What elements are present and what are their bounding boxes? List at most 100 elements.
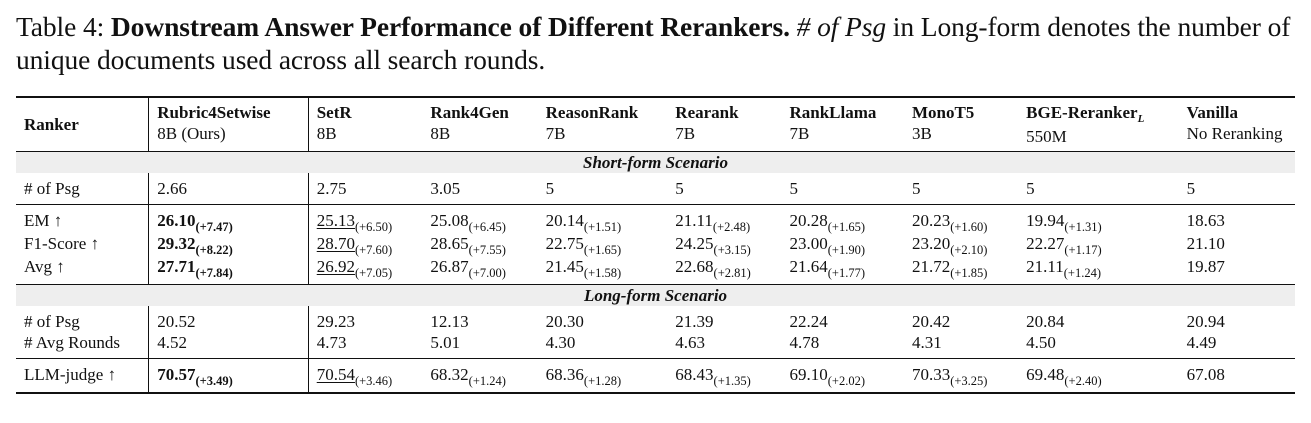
cell-value: 28.70 — [316, 234, 355, 253]
cell-delta: (+3.46) — [354, 374, 393, 388]
cell-value: 2.75 — [316, 179, 347, 198]
table-cell: 5 — [1018, 173, 1179, 205]
model-header: Vanilla No Reranking — [1178, 96, 1295, 152]
caption-label: Table 4: — [16, 11, 111, 42]
cell-delta: (+8.22) — [195, 243, 233, 257]
model-header: Rank4Gen 8B — [422, 96, 538, 152]
cell-delta: (+3.25) — [950, 374, 988, 388]
cell-value: 12.13 — [430, 312, 469, 331]
cell-delta: (+1.60) — [950, 220, 988, 234]
cell-delta: (+2.48) — [712, 220, 751, 234]
cell-value: 23.00 — [789, 234, 828, 253]
cell-delta: (+6.50) — [354, 220, 393, 234]
cell-value: 22.27 — [1026, 234, 1065, 253]
cell-delta: (+1.31) — [1064, 220, 1102, 234]
cell-delta: (+3.49) — [195, 374, 233, 388]
table-cell: 26.92(+7.05) — [307, 256, 423, 285]
cell-value: 22.68 — [675, 257, 714, 276]
cell-value: 4.78 — [789, 333, 820, 352]
cell-value: 20.28 — [789, 211, 828, 230]
caption-title: Downstream Answer Performance of Differe… — [110, 11, 790, 42]
table-cell: 28.65(+7.55) — [422, 233, 538, 257]
model-name: RankLlama — [789, 103, 877, 122]
cell-value: 22.75 — [545, 234, 584, 253]
table-caption: Table 4: Downstream Answer Performance o… — [16, 10, 1301, 76]
cell-delta: (+7.55) — [468, 243, 506, 257]
table-cell: 5.01 — [422, 332, 538, 359]
table-cell: 70.57(+3.49) — [148, 358, 309, 394]
cell-value: 22.24 — [789, 312, 828, 331]
cell-delta: (+2.81) — [713, 266, 751, 280]
model-header: MonoT5 3B — [903, 96, 1019, 152]
cell-value: 21.72 — [911, 257, 951, 276]
table-cell: 69.10(+2.02) — [781, 358, 904, 394]
cell-value: 21.11 — [1026, 257, 1064, 276]
model-name: MonoT5 — [911, 103, 975, 122]
cell-value: 68.36 — [545, 365, 584, 384]
cell-value: 4.63 — [675, 333, 706, 352]
cell-value: 70.54 — [316, 365, 355, 384]
row-label: # Avg Rounds — [16, 332, 149, 359]
cell-value: 5.01 — [430, 333, 461, 352]
model-name: Rank4Gen — [430, 103, 509, 122]
model-size: 7B — [545, 124, 566, 143]
cell-value: 3.05 — [430, 179, 461, 198]
cell-value: 20.23 — [911, 211, 951, 230]
cell-value: 69.48 — [1026, 365, 1065, 384]
cell-delta: (+7.05) — [354, 266, 393, 280]
table-cell: 20.23(+1.60) — [903, 204, 1019, 234]
table-cell: 68.43(+1.35) — [667, 358, 782, 394]
cell-delta: (+7.60) — [354, 243, 393, 257]
table-cell: 22.68(+2.81) — [667, 256, 782, 285]
row-label: F1-Score ↑ — [16, 233, 149, 256]
table-cell: 5 — [667, 173, 782, 205]
model-size: No Reranking — [1186, 124, 1283, 143]
cell-delta: (+6.45) — [468, 220, 506, 234]
table-cell: 5 — [537, 173, 668, 205]
results-table: Ranker Rubric4Setwise 8B (Ours) SetR 8B Ra… — [16, 96, 1295, 394]
row-label: # of Psg — [16, 306, 149, 332]
cell-value: 70.33 — [911, 365, 951, 384]
table-cell: 20.28(+1.65) — [781, 204, 904, 234]
model-header: Rubric4Setwise 8B (Ours) — [148, 96, 309, 152]
cell-delta: (+7.00) — [468, 266, 506, 280]
table-cell: 12.13 — [422, 306, 538, 332]
model-name: SetR — [316, 103, 352, 122]
cell-value: 29.32 — [157, 234, 196, 253]
cell-value: 4.49 — [1186, 333, 1217, 352]
model-name-subscript: L — [1137, 113, 1145, 125]
model-header: ReasonRank 7B — [537, 96, 668, 152]
long-form-scenario-title: Long-form Scenario — [16, 284, 1295, 306]
row-label: LLM-judge ↑ — [16, 358, 149, 394]
cell-value: 21.64 — [789, 257, 828, 276]
table-cell: 3.05 — [422, 173, 538, 205]
cell-delta: (+1.51) — [583, 220, 622, 234]
table-row: # of Psg 2.66 2.75 3.05 5 5 5 5 5 5 — [16, 173, 1295, 205]
table-cell: 70.33(+3.25) — [903, 358, 1019, 394]
table-cell: 20.14(+1.51) — [537, 204, 668, 234]
table-cell: 20.30 — [537, 306, 668, 332]
long-form-scenario: Long-form Scenario — [16, 284, 1295, 306]
table-cell: 21.72(+1.85) — [903, 256, 1019, 285]
table-cell: 5 — [1178, 173, 1295, 205]
cell-delta: (+1.35) — [713, 374, 751, 388]
model-size: 8B — [316, 124, 337, 143]
table-cell: 22.75(+1.65) — [537, 233, 668, 257]
model-size: 8B — [430, 124, 451, 143]
table-cell: 25.08(+6.45) — [422, 204, 538, 234]
table-cell: 4.78 — [781, 332, 904, 359]
model-header: SetR 8B — [307, 96, 423, 152]
cell-value: 69.10 — [789, 365, 828, 384]
cell-value: 4.52 — [157, 333, 187, 352]
cell-value: 26.87 — [430, 257, 469, 276]
header-row: Ranker Rubric4Setwise 8B (Ours) SetR 8B Ra… — [16, 96, 1295, 152]
model-name: Rearank — [675, 103, 739, 122]
cell-value: 5 — [545, 179, 555, 198]
cell-value: 21.11 — [675, 211, 713, 230]
table-cell: 5 — [903, 173, 1019, 205]
cell-value: 4.50 — [1026, 333, 1056, 352]
table-cell: 27.71(+7.84) — [148, 256, 309, 285]
cell-delta: (+7.84) — [195, 266, 233, 280]
table-cell: 20.84 — [1018, 306, 1179, 332]
cell-delta: (+1.90) — [827, 243, 865, 257]
